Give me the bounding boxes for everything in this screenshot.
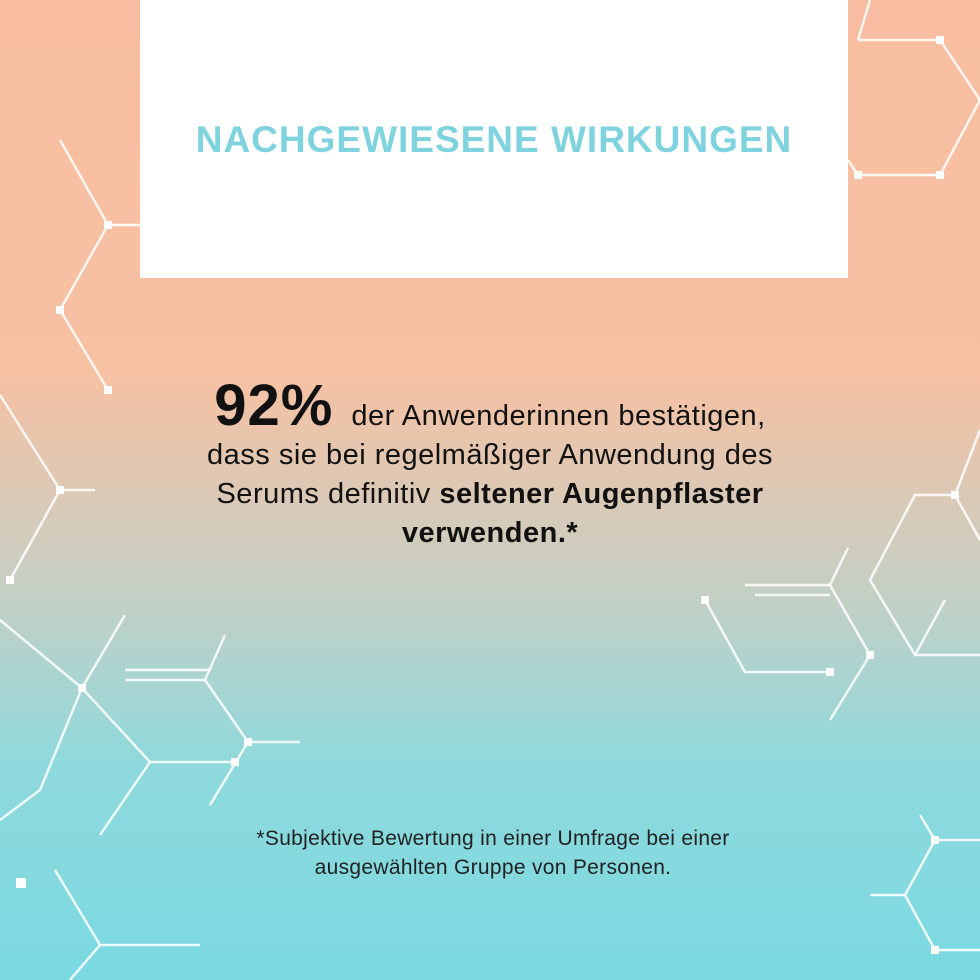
footnote-line: *Subjektive Bewertung in einer Umfrage b… bbox=[256, 827, 730, 850]
statement-text: der Anwenderinnen bestätigen, bbox=[351, 400, 766, 432]
statement-line: Serums definitiv seltener Augenpflaster bbox=[0, 475, 980, 514]
statement-text: dass sie bei regelmäßiger Anwendung des bbox=[207, 439, 773, 471]
statement-line: verwenden.* bbox=[0, 514, 980, 553]
footnote-line: ausgewählten Gruppe von Personen. bbox=[314, 856, 672, 879]
statement-line: 92% der Anwenderinnen bestätigen, bbox=[0, 377, 980, 436]
statement-bold: verwenden.* bbox=[401, 517, 579, 549]
statement-line: dass sie bei regelmäßiger Anwendung des bbox=[0, 436, 980, 475]
title: NACHGEWIESENE WIRKUNGEN bbox=[195, 119, 793, 160]
statement-bold: seltener Augenpflaster bbox=[439, 478, 764, 510]
stat: 92% bbox=[214, 373, 334, 438]
statement-text: Serums definitiv bbox=[216, 478, 431, 510]
footnote: *Subjektive Bewertung in einer Umfrage b… bbox=[0, 824, 980, 882]
title-box: NACHGEWIESENE WIRKUNGEN bbox=[140, 0, 848, 278]
statement: 92% der Anwenderinnen bestätigen, dass si… bbox=[0, 377, 980, 553]
